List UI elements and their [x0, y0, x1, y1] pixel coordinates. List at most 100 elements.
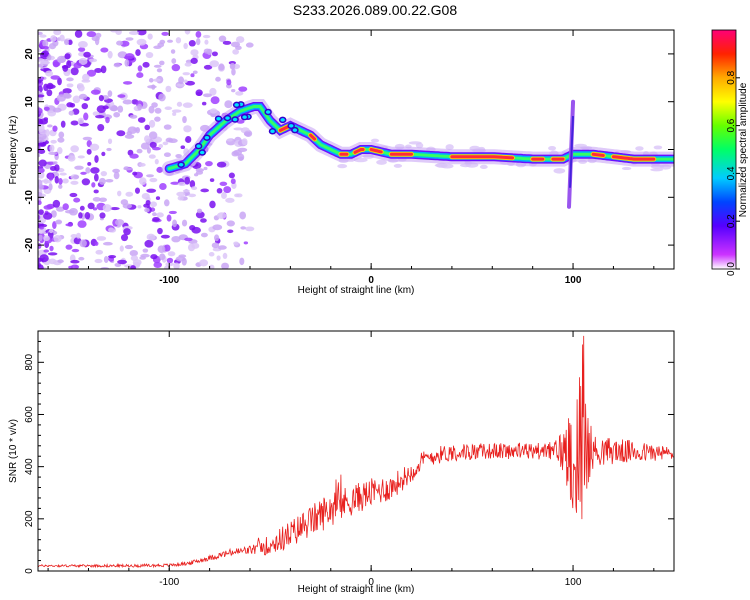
speckle-blob: [222, 252, 228, 260]
speckle-blob: [94, 37, 100, 46]
ridge-cell: [291, 126, 299, 134]
colorbar-tick-label: 0.4: [726, 166, 737, 180]
speckle-blob: [167, 39, 173, 43]
speckle-blob: [233, 127, 244, 131]
speckle-blob: [41, 50, 49, 58]
speckle-blob: [238, 156, 244, 161]
speckle-blob: [81, 103, 89, 110]
speckle-blob: [59, 172, 67, 176]
speckle-blob: [156, 68, 163, 73]
snr-panel: -100 0 100 0 200 400 600 800 Height of straight…: [8, 330, 675, 595]
speckle-blob: [164, 106, 173, 110]
speckle-blob: [170, 49, 176, 54]
speckle-blob: [159, 183, 167, 191]
speckle-blob: [50, 35, 57, 42]
speckle-blob: [159, 60, 165, 66]
speckle-blob: [155, 196, 161, 200]
speckle-blob: [209, 200, 216, 209]
speckle-blob: [69, 192, 78, 198]
speckle-blob: [84, 211, 91, 220]
speckle-blob: [48, 183, 53, 191]
ridge-cell: [231, 116, 239, 123]
speckle-blob: [218, 63, 225, 71]
speckle-blob: [216, 161, 227, 168]
speckle-blob: [50, 210, 57, 218]
speckle-blob: [38, 200, 42, 206]
speckle-blob: [137, 65, 143, 72]
speckle-blob: [62, 203, 69, 211]
speckle-blob: [204, 39, 209, 45]
speckle-blob: [203, 64, 213, 70]
speckle-blob: [38, 153, 41, 158]
speckle-blob: [57, 259, 64, 264]
speckle-blob: [94, 68, 103, 74]
speckle-blob: [38, 209, 44, 215]
speckle-blob: [43, 205, 53, 210]
speckle-blob: [105, 179, 114, 183]
speckle-blob: [146, 233, 156, 241]
speckle-blob: [230, 41, 241, 48]
speckle-blob: [190, 57, 198, 64]
ridge-cell: [240, 113, 249, 121]
speckle-blob: [148, 131, 158, 140]
ridge-hot-core: [353, 148, 365, 154]
speckle-blob: [82, 73, 90, 82]
speckle-blob: [163, 199, 170, 207]
speckle-blob: [106, 147, 112, 152]
speckle-blob: [74, 165, 84, 170]
speckle-blob: [337, 164, 348, 169]
speckle-blob: [181, 257, 187, 266]
speckle-blob: [209, 108, 218, 114]
colorbar-gradient: [711, 29, 737, 270]
speckle-blob: [216, 255, 221, 261]
speckle-blob: [52, 221, 57, 230]
speckle-blob: [172, 219, 178, 228]
speckle-blob: [68, 110, 75, 116]
speckle-blob: [38, 76, 45, 81]
speckle-blob: [50, 75, 60, 80]
spectro-xtick-label: -100: [159, 275, 179, 286]
speckle-blob: [70, 234, 78, 239]
spectro-xtick-label: 0: [368, 275, 374, 286]
speckle-blob: [38, 118, 44, 126]
speckle-blob: [184, 237, 193, 242]
speckle-blob: [178, 76, 185, 85]
speckle-blob: [221, 262, 230, 269]
speckle-blob: [60, 120, 66, 128]
speckle-blob: [137, 117, 146, 123]
speckle-blob: [129, 153, 139, 159]
speckle-blob: [203, 48, 211, 54]
speckle-blob: [73, 197, 81, 203]
speckle-blob: [245, 226, 255, 232]
speckle-blob: [93, 189, 99, 194]
speckle-blob: [201, 101, 207, 106]
speckle-blob: [182, 115, 187, 124]
speckle-blob: [90, 167, 100, 174]
ridge-cell: [268, 128, 277, 135]
speckle-blob: [76, 232, 81, 239]
speckle-blob: [78, 47, 86, 52]
speckle-blob: [66, 77, 74, 82]
speckle-blob: [158, 144, 164, 149]
speckle-blob: [202, 34, 211, 39]
speckle-blob: [83, 51, 91, 58]
speckle-blob: [195, 89, 203, 96]
speckle-blob: [152, 212, 157, 217]
speckle-blob: [58, 178, 63, 185]
speckle-blob: [102, 204, 112, 212]
speckle-blob: [98, 177, 106, 185]
speckle-blob: [43, 212, 53, 220]
speckle-blob: [165, 85, 172, 93]
speckle-blob: [171, 109, 182, 113]
snr-ytick-label: 800: [24, 354, 35, 371]
speckle-blob: [87, 202, 95, 210]
speckle-blob: [231, 150, 239, 157]
speckle-blob: [86, 31, 97, 38]
speckle-blob: [235, 91, 244, 96]
ridge-cell: [232, 101, 241, 109]
speckle-blob: [167, 251, 176, 257]
speckle-blob: [43, 249, 50, 253]
speckle-blob: [239, 211, 247, 220]
speckle-blob: [73, 237, 82, 245]
ridge-hot-core: [369, 148, 383, 154]
